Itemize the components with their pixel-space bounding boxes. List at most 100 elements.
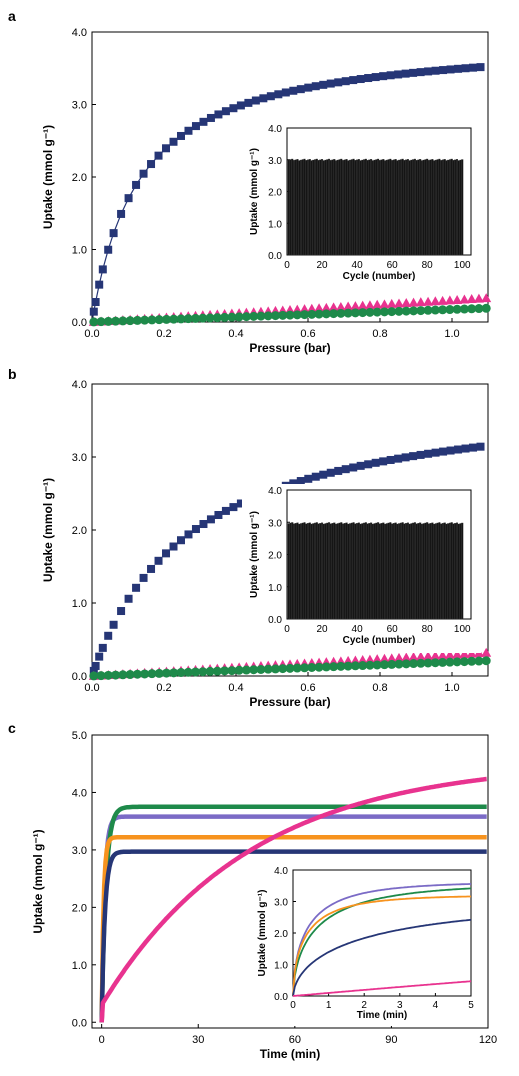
y-tick-label: 1.0 — [72, 598, 87, 610]
inset-bar — [322, 523, 325, 620]
inset-series-3 — [292, 918, 472, 997]
inset-bar — [394, 159, 397, 256]
inset-bar — [375, 159, 378, 256]
inset-bar — [452, 523, 455, 620]
y-axis-label: Uptake (mmol g⁻¹) — [31, 829, 45, 933]
triangle-marker — [408, 652, 419, 662]
inset-bar — [384, 523, 387, 620]
inset-bar — [298, 160, 301, 256]
circle-marker — [96, 317, 106, 327]
inset-bar — [387, 522, 390, 620]
inset-bar — [403, 523, 406, 620]
inset-bar — [350, 522, 353, 620]
circle-marker — [191, 313, 201, 323]
circle-marker — [118, 316, 128, 326]
triangle-marker — [379, 299, 390, 309]
inset-bar — [398, 523, 401, 620]
square-marker — [184, 126, 193, 135]
inset-bar — [359, 523, 362, 620]
circle-marker — [358, 308, 368, 318]
inset-bar — [298, 523, 301, 620]
inset-bar — [324, 523, 327, 620]
inset-x-tick-label: 2 — [361, 1000, 367, 1011]
inset-y-axis-label: Uptake (mmol g⁻¹) — [249, 511, 260, 598]
inset-x-tick-label: 100 — [454, 260, 471, 271]
inset-bar — [389, 158, 392, 256]
inset-bar — [338, 522, 341, 620]
square-marker — [124, 194, 133, 203]
y-axis-label: Uptake (mmol g⁻¹) — [41, 125, 55, 229]
inset-bar — [371, 160, 374, 256]
circle-marker — [358, 661, 368, 671]
y-tick-label: 0.0 — [72, 317, 87, 329]
inset-y-tick-label: 3.0 — [268, 156, 282, 167]
inset-bar — [450, 522, 453, 620]
kinetic-series-0 — [99, 814, 488, 1023]
inset-chart: 0.0 1.0 2.0 3.0 4.0 0 1 2 3 4 5 Time (min) Uptake (m… — [253, 864, 479, 1026]
circle-marker — [227, 666, 237, 676]
inset-bar — [392, 523, 395, 620]
square-marker — [117, 209, 126, 218]
inset-x-tick-label: 60 — [387, 260, 399, 271]
inset-bar — [424, 159, 427, 256]
inset-bar — [312, 159, 315, 256]
y-tick-label: 2.0 — [72, 525, 87, 537]
inset-bar — [410, 523, 413, 620]
inset-bar — [394, 522, 397, 620]
triangle-marker — [364, 300, 375, 310]
circle-marker — [241, 665, 251, 675]
inset-bar — [422, 523, 425, 620]
circle-marker — [270, 311, 280, 321]
square-marker — [154, 151, 163, 160]
inset-y-tick-label: 1.0 — [274, 961, 288, 972]
circle-marker — [401, 306, 411, 316]
circle-marker — [270, 664, 280, 674]
circle-marker — [263, 311, 273, 321]
inset-bar — [291, 158, 294, 256]
square-marker — [469, 443, 478, 452]
inset-x-tick-label: 0 — [290, 1000, 296, 1011]
inset-y-tick-label: 1.0 — [268, 219, 282, 230]
inset-y-axis-label: Uptake (mmol g⁻¹) — [249, 148, 260, 235]
triangle-marker — [452, 294, 463, 304]
circle-marker — [307, 309, 317, 319]
inset-bar — [363, 159, 366, 256]
inset-bar — [356, 523, 359, 620]
circle-marker — [183, 314, 193, 324]
inset-bar — [413, 522, 416, 620]
inset-bar — [349, 159, 352, 256]
x-tick-label: 1.0 — [444, 682, 459, 694]
inset-bar — [291, 522, 294, 620]
triangle-marker — [321, 302, 332, 312]
inset-bar — [322, 160, 325, 256]
triangle-marker — [357, 300, 368, 310]
circle-marker — [350, 308, 360, 318]
inset-bar — [299, 523, 303, 620]
circle-marker — [285, 310, 295, 320]
circle-marker — [285, 663, 295, 673]
square-marker — [386, 71, 395, 80]
circle-marker — [198, 667, 208, 677]
inset-bar — [399, 522, 402, 620]
y-tick-label: 0.0 — [72, 671, 87, 683]
square-marker — [132, 180, 141, 189]
inset-bar — [401, 522, 404, 620]
circle-marker — [387, 659, 397, 669]
inset-bar — [419, 159, 422, 256]
square-marker — [424, 67, 433, 76]
inset-bar — [368, 523, 371, 620]
inset-bar — [396, 160, 399, 256]
kinetic-series-1 — [99, 804, 488, 1023]
square-marker — [132, 583, 141, 592]
triangle-marker — [444, 649, 455, 659]
x-tick-label: 0.6 — [300, 682, 315, 694]
inset-bar — [345, 159, 348, 256]
inset-bar — [415, 523, 418, 620]
inset-bar — [371, 523, 374, 620]
inset-bar — [310, 523, 313, 620]
inset-bar — [349, 523, 352, 620]
inset-x-tick-label: 5 — [468, 1000, 474, 1011]
inset-x-tick-label: 1 — [326, 1000, 332, 1011]
triangle-marker — [423, 651, 434, 661]
circle-marker — [481, 303, 491, 313]
